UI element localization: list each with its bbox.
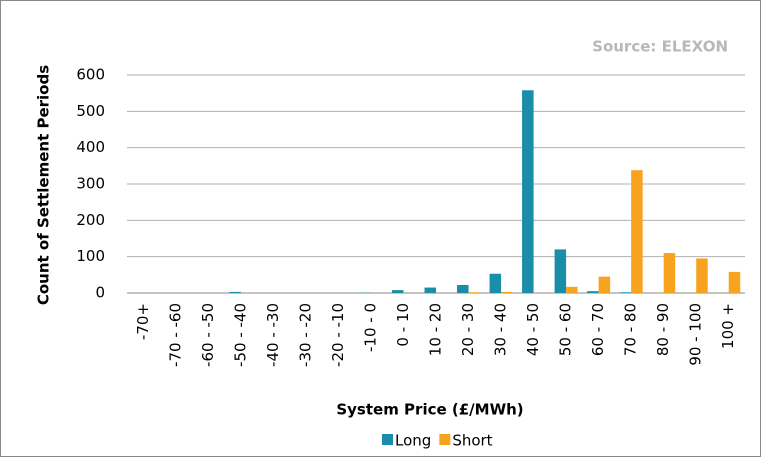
x-tick-label: -70+ [134, 303, 152, 340]
bar [619, 292, 632, 293]
bar [391, 290, 404, 293]
y-tick-label: 200 [76, 211, 105, 229]
x-axis-title: System Price (£/MWh) [336, 401, 523, 419]
bar [663, 253, 676, 293]
y-tick-label: 600 [76, 66, 105, 84]
x-tick-label: -50 - -40 [231, 303, 249, 367]
x-tick-label: 20 - 30 [459, 303, 477, 356]
source-note: Source: ELEXON [592, 38, 728, 56]
x-tick-label: 100 + [719, 303, 737, 349]
x-tick-label: 30 - 40 [492, 303, 510, 356]
y-tick-label: 0 [95, 284, 105, 302]
bar [501, 291, 513, 293]
bar [522, 90, 534, 293]
bar [598, 276, 611, 293]
x-tick-label: 60 - 70 [589, 303, 607, 356]
bar [229, 291, 241, 293]
bar [489, 273, 502, 293]
y-tick-label: 400 [76, 138, 105, 156]
legend-swatch [439, 434, 451, 445]
y-tick-label: 300 [76, 175, 105, 193]
bar [631, 170, 643, 293]
x-tick-label: -20 - -10 [329, 303, 347, 367]
bar [554, 249, 567, 293]
legend-label: Long [395, 432, 431, 450]
x-tick-label: 50 - 60 [557, 303, 575, 356]
x-tick-label: 10 - 20 [427, 303, 445, 356]
bar [728, 271, 741, 293]
x-tick-label: -70 - -60 [166, 303, 184, 367]
legend-swatch [382, 434, 393, 445]
y-axis-title: Count of Settlement Periods [35, 65, 53, 305]
bar [457, 285, 469, 293]
legend-label: Short [452, 432, 492, 450]
x-tick-label: 40 - 50 [524, 303, 542, 356]
bar [468, 292, 481, 293]
x-tick-label: 0 - 10 [394, 303, 412, 347]
x-tick-label: 90 - 100 [687, 303, 705, 366]
x-tick-label: 70 - 80 [622, 303, 640, 356]
x-tick-label: -40 - -30 [264, 303, 282, 367]
bar [587, 291, 599, 293]
y-tick-label: 500 [76, 102, 105, 120]
x-tick-label: 80 - 90 [654, 303, 672, 356]
x-tick-label: -30 - -20 [296, 303, 314, 367]
x-tick-label: -60 - -50 [199, 303, 217, 367]
bar [424, 287, 436, 293]
bar [566, 286, 578, 293]
x-tick-label: -10 - 0 [361, 303, 379, 352]
bar [696, 258, 708, 293]
y-tick-label: 100 [76, 247, 105, 265]
